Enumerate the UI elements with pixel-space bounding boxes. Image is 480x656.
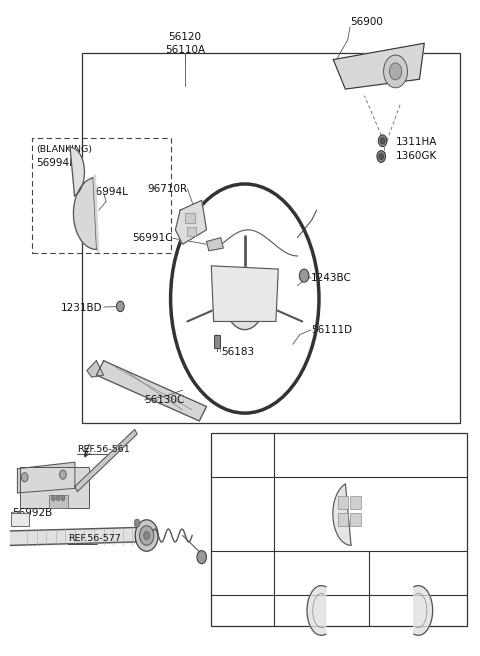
Circle shape [380,138,385,144]
Ellipse shape [225,268,265,329]
Polygon shape [70,148,84,196]
Bar [20,468,89,508]
Circle shape [377,151,385,163]
Text: 1311HA: 1311HA [396,137,437,147]
Circle shape [56,495,60,501]
Text: PNC: PNC [229,568,255,578]
Polygon shape [17,462,75,493]
Circle shape [117,301,124,312]
Text: 56994R: 56994R [397,568,440,578]
Polygon shape [414,586,432,635]
Circle shape [61,495,65,501]
Bar [82,53,460,423]
Circle shape [389,63,402,80]
Bar [185,213,194,223]
Text: 1231BD: 1231BD [60,303,102,314]
Polygon shape [75,430,137,491]
Circle shape [21,473,28,482]
Circle shape [144,531,150,539]
Polygon shape [206,237,223,251]
Polygon shape [307,586,326,635]
Text: 56120: 56120 [168,32,202,43]
Text: 1243BC: 1243BC [311,274,352,283]
Polygon shape [333,484,351,545]
Text: REF.56-577: REF.56-577 [68,534,120,543]
Text: 56130C: 56130C [144,395,185,405]
Text: 56991C: 56991C [132,234,173,243]
Bar [48,495,68,508]
Circle shape [378,135,387,147]
Polygon shape [175,200,206,244]
Text: 96710R: 96710R [147,184,187,194]
Text: 56992B: 56992B [12,508,53,518]
Circle shape [300,269,309,282]
Circle shape [197,550,206,564]
Text: REF.56-561: REF.56-561 [77,445,130,453]
Bar [214,335,220,348]
Circle shape [140,525,154,545]
Text: (BLANKING): (BLANKING) [36,146,93,154]
Bar [211,433,468,626]
Bar [350,512,360,525]
Text: 56183: 56183 [221,346,254,357]
Polygon shape [96,361,206,421]
Text: PNC: PNC [229,450,255,460]
Circle shape [51,495,55,501]
Text: 56110A: 56110A [165,45,205,56]
Text: ILLUST: ILLUST [224,605,261,615]
Circle shape [135,520,158,551]
Circle shape [60,470,66,480]
Text: 56994L: 56994L [89,188,128,197]
Polygon shape [73,174,99,253]
Bar [337,495,348,508]
Polygon shape [211,266,278,321]
Text: ILLUST: ILLUST [224,509,261,519]
Text: 56994L: 56994L [300,568,342,578]
Bar [187,227,196,236]
Bar [11,512,29,525]
Circle shape [134,519,140,527]
Text: 56111D: 56111D [311,325,352,335]
Circle shape [384,55,408,88]
Text: 56994R: 56994R [36,158,77,168]
Circle shape [379,154,384,160]
Bar [337,512,348,525]
Polygon shape [333,43,424,89]
Text: 1360GK: 1360GK [396,152,437,161]
Bar [350,495,360,508]
Text: 56900: 56900 [350,16,383,27]
Text: 96710R: 96710R [349,450,392,460]
Polygon shape [87,361,104,377]
Bar [32,138,170,253]
